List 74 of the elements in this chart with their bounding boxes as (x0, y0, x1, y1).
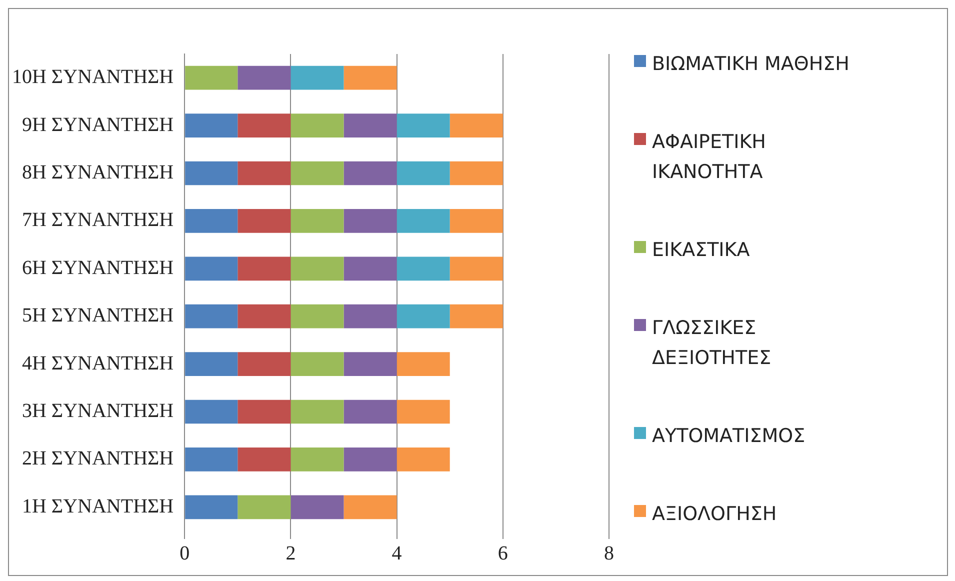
x-tick-label: 2 (286, 542, 296, 564)
bar (290, 495, 344, 520)
bar (238, 495, 291, 520)
bar (344, 352, 397, 376)
bar (185, 161, 238, 186)
bar (396, 400, 450, 424)
y-tick-label: 10Η ΣΥΝΑΝΤΗΣΗ (12, 66, 174, 88)
x-tick-label: 4 (392, 542, 402, 564)
y-tick-label: 4Η ΣΥΝΑΝΤΗΣΗ (22, 352, 174, 374)
x-tick-label: 6 (498, 542, 508, 564)
x-tick-label: 0 (180, 542, 190, 564)
bar (344, 114, 397, 138)
y-tick-label: 5Η ΣΥΝΑΝΤΗΣΗ (22, 304, 174, 327)
bar (238, 66, 291, 90)
legend-label: ΒΙΩΜΑΤΙΚΗ ΜΑΘΗΣΗ (652, 52, 850, 77)
bar (185, 304, 238, 328)
bar (238, 161, 291, 186)
bar (185, 400, 238, 424)
bar (450, 114, 503, 138)
bar (185, 209, 238, 233)
y-tick-label: 8Η ΣΥΝΑΝΤΗΣΗ (22, 162, 174, 184)
bar (290, 256, 344, 281)
bar (290, 304, 344, 328)
bar (185, 495, 238, 520)
bar (290, 400, 344, 424)
bar (450, 161, 503, 186)
bar (290, 161, 344, 186)
bar (396, 448, 450, 472)
bar (344, 495, 397, 520)
bar (185, 256, 238, 281)
bar (344, 209, 397, 233)
legend-label: ΑΦΑΙΡΕΤΙΚΗ ΙΚΑΝΟΤΗΤΑ (652, 130, 767, 185)
y-tick-label: 2Η ΣΥΝΑΝΤΗΣΗ (22, 448, 174, 470)
y-tick-label: 3Η ΣΥΝΑΝΤΗΣΗ (22, 400, 174, 422)
bar (344, 256, 397, 281)
bar (290, 352, 344, 376)
bar (238, 304, 291, 328)
y-tick-label: 6Η ΣΥΝΑΝΤΗΣΗ (22, 256, 174, 279)
bar (450, 256, 503, 281)
bar (290, 448, 344, 472)
bar (450, 304, 503, 328)
x-tick-label: 8 (604, 542, 614, 564)
bar (396, 352, 450, 376)
y-tick-label: 7Η ΣΥΝΑΝΤΗΣΗ (22, 209, 174, 232)
bar (344, 161, 397, 186)
legend-label: ΓΛΩΣΣΙΚΕΣ ΔΕΞΙΟΤΗΤΕΣ (652, 316, 772, 371)
bar (238, 209, 291, 233)
bar (290, 66, 344, 90)
bar (396, 161, 450, 186)
bar (290, 114, 344, 138)
legend-label: ΑΥΤΟΜΑΤΙΣΜΟΣ (652, 424, 806, 449)
bar (238, 114, 291, 138)
bar (238, 352, 291, 376)
bar (396, 256, 450, 281)
legend-label: ΑΞΙΟΛΟΓΗΣΗ (652, 502, 778, 527)
bar (238, 448, 291, 472)
y-tick-label: 1Η ΣΥΝΑΝΤΗΣΗ (22, 495, 174, 518)
bar (290, 209, 344, 233)
bar (185, 114, 238, 138)
bar (344, 66, 397, 90)
bar (185, 352, 238, 376)
bar (396, 209, 450, 233)
legend-label: ΕΙΚΑΣΤΙΚΑ (652, 238, 751, 263)
bar (344, 448, 397, 472)
bar (396, 114, 450, 138)
bar (450, 209, 503, 233)
bar (185, 66, 238, 90)
bar (344, 400, 397, 424)
bar (185, 448, 238, 472)
bar (238, 256, 291, 281)
bar (238, 400, 291, 424)
bar (344, 304, 397, 328)
bar (396, 304, 450, 328)
y-tick-label: 9Η ΣΥΝΑΝΤΗΣΗ (22, 114, 174, 136)
